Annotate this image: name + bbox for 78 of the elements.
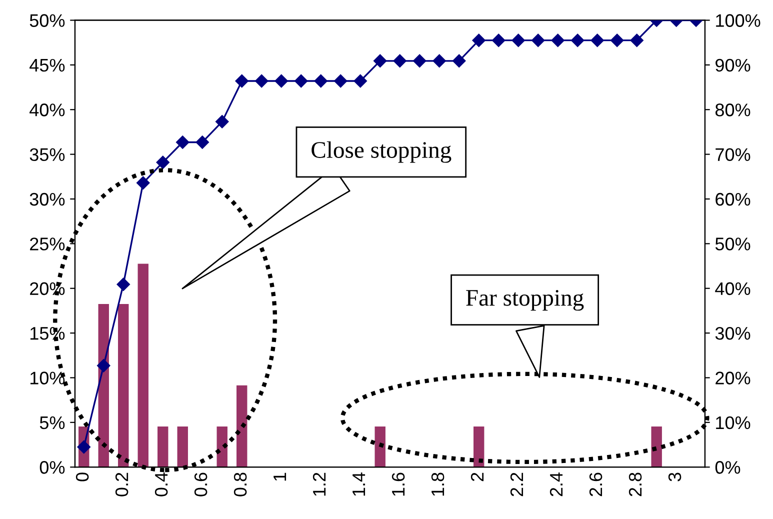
x-tick-label: 1.8 — [431, 472, 444, 496]
point — [136, 176, 150, 190]
bar — [651, 426, 662, 468]
bar — [473, 426, 484, 468]
y2-tick-label: 70% — [716, 148, 750, 162]
point — [492, 34, 506, 47]
y2-tick-label: 0% — [715, 461, 740, 474]
x-tick-label: 2.2 — [510, 472, 524, 496]
point — [472, 34, 486, 47]
point — [116, 278, 130, 291]
y-tick-label: 45% — [30, 58, 65, 72]
x-tick-label: 2.4 — [550, 472, 563, 496]
point — [532, 34, 545, 47]
point — [294, 74, 308, 88]
y-tick-label: 50% — [30, 14, 65, 27]
y2-tick-label: 50% — [715, 238, 750, 250]
y2-tick-label: 60% — [716, 192, 750, 206]
point — [374, 54, 387, 68]
bar — [177, 426, 188, 468]
y2-tick-label: 10% — [716, 416, 750, 430]
point — [610, 34, 624, 47]
y-tick-label: 15% — [30, 327, 65, 340]
y-tick-label: 0% — [40, 461, 65, 474]
point — [551, 34, 564, 47]
y2-tick-label: 30% — [715, 326, 750, 340]
y-tick-label: 35% — [30, 148, 65, 162]
point — [176, 136, 190, 149]
annotation: Far stopping — [466, 290, 584, 311]
point — [334, 74, 348, 88]
bar — [216, 426, 228, 468]
y2-tick-label: 100% — [716, 14, 760, 27]
bar — [118, 304, 129, 468]
x-tick-label: 1.6 — [392, 472, 405, 496]
point — [314, 74, 328, 88]
x-tick-label: 0.2 — [115, 472, 128, 496]
y-tick-label: 25% — [30, 238, 65, 250]
y-tick-label: 10% — [30, 372, 65, 384]
x-tick-label: 2 — [470, 472, 484, 482]
bar — [158, 426, 168, 468]
x-tick-label: 2.8 — [628, 472, 642, 496]
point — [432, 54, 446, 68]
annotation: Close stopping — [312, 141, 452, 163]
x-tick-label: 1.2 — [312, 472, 326, 496]
y2-tick-label: 20% — [716, 372, 750, 384]
x-tick-label: 0.6 — [194, 472, 208, 496]
point — [571, 34, 584, 47]
point — [196, 136, 209, 149]
point — [413, 54, 426, 68]
bar — [138, 264, 148, 468]
point — [630, 34, 644, 47]
y2-tick-label: 40% — [715, 282, 750, 296]
x-tick-label: 2.6 — [589, 472, 602, 496]
y2-tick-label: 80% — [715, 104, 750, 116]
x-tick-label: 0 — [76, 472, 89, 482]
point — [77, 440, 90, 454]
point — [274, 74, 288, 88]
x-tick-label: 3 — [668, 472, 682, 482]
y-tick-label: 5% — [40, 416, 65, 430]
point — [216, 115, 229, 128]
point — [452, 54, 466, 68]
point — [354, 74, 367, 88]
x-tick-label: 0.8 — [234, 472, 247, 496]
bar — [236, 385, 248, 468]
point — [156, 156, 170, 169]
point — [512, 34, 525, 47]
x-tick-label: 1.4 — [352, 472, 366, 496]
bar — [374, 426, 386, 468]
x-tick-label: 0.4 — [154, 472, 168, 496]
point — [235, 74, 248, 88]
y-tick-label: 30% — [30, 192, 65, 206]
y-tick-label: 40% — [30, 104, 65, 116]
point — [97, 359, 110, 372]
point — [393, 54, 406, 68]
point — [590, 34, 604, 47]
x-tick-label: 1 — [274, 472, 286, 481]
point — [255, 74, 268, 88]
y-tick-label: 20% — [30, 282, 65, 296]
y2-tick-label: 90% — [716, 58, 750, 72]
